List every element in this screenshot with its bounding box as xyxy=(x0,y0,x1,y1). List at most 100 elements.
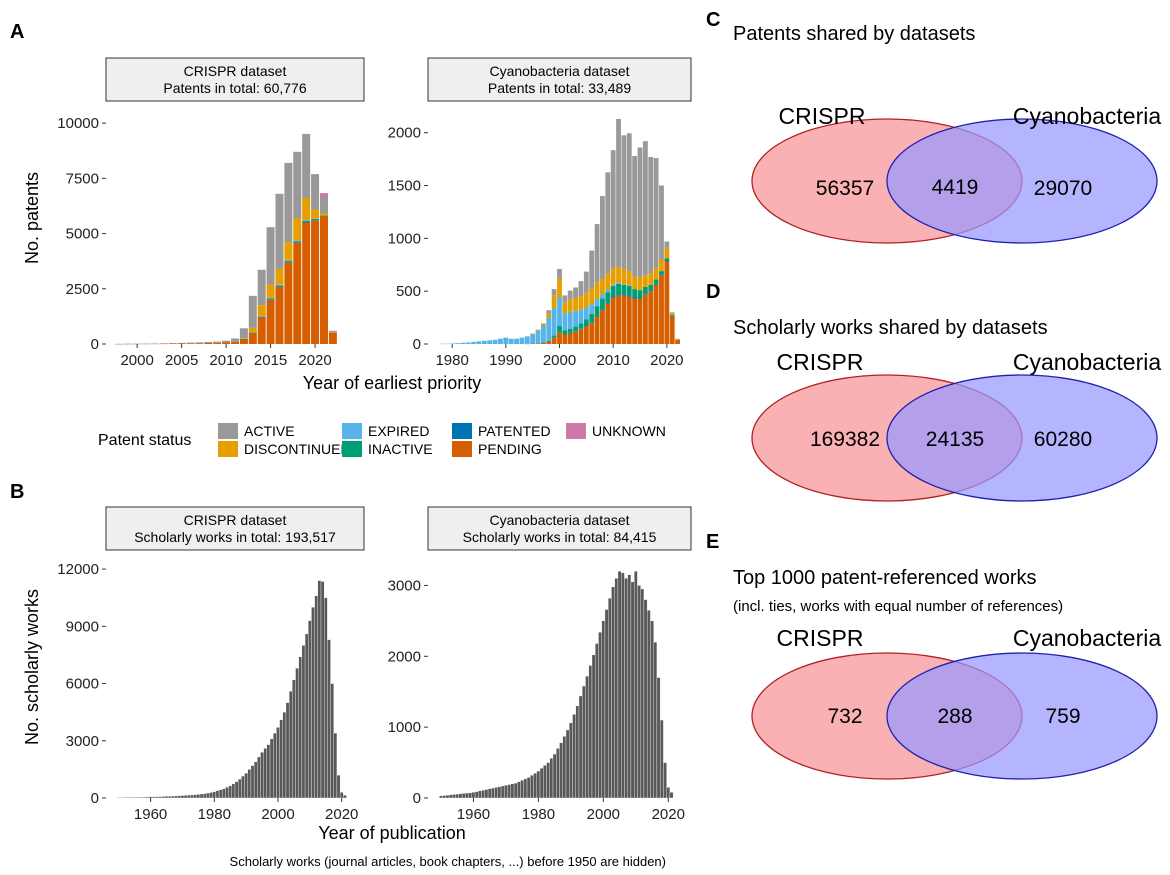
bar-segment-active xyxy=(328,331,337,333)
bar-segment-active xyxy=(632,155,638,277)
panel-letter-b: B xyxy=(10,481,24,503)
bar-segment-active xyxy=(204,342,213,344)
histogram-bar xyxy=(575,705,580,799)
bar-segment-active xyxy=(257,269,266,306)
y-tick-label: 10000 xyxy=(57,115,99,132)
bar-segment-active xyxy=(621,135,627,269)
bar-segment-discontinued xyxy=(257,305,266,317)
facet-strip-total: Patents in total: 60,776 xyxy=(163,80,306,96)
venn-left-label: CRISPR xyxy=(777,349,864,375)
bar-segment-discontinued xyxy=(573,298,579,311)
histogram-bar xyxy=(650,620,654,799)
histogram-bar xyxy=(158,796,162,799)
bar-segment-active xyxy=(594,224,600,283)
bar-segment-expired xyxy=(540,325,546,343)
histogram-bar xyxy=(611,586,615,799)
histogram-bar xyxy=(608,598,612,799)
histogram-bar xyxy=(646,610,651,799)
bar-segment-discontinued xyxy=(311,209,320,219)
panel-letter-c: C xyxy=(706,9,720,31)
bar-segment-inactive xyxy=(293,241,302,242)
histogram-bar xyxy=(330,683,334,799)
legend-label-pending: PENDING xyxy=(478,441,542,457)
x-tick-label: 2000 xyxy=(587,806,620,823)
bar-segment-pending xyxy=(637,298,643,344)
histogram-bar xyxy=(247,769,252,799)
bar-segment-discontinued xyxy=(266,284,275,298)
bar-segment-pending xyxy=(239,339,248,344)
histogram-bar xyxy=(308,620,312,799)
bar-segment-active xyxy=(605,172,611,274)
bar-segment-expired xyxy=(508,338,514,344)
bar-segment-active xyxy=(551,289,557,296)
patents-y-axis-title: No. patents xyxy=(22,172,42,264)
bar-segment-expired xyxy=(498,338,503,344)
bar-segment-expired xyxy=(514,338,519,344)
bar-segment-inactive xyxy=(275,285,284,286)
histogram-bar xyxy=(530,775,534,799)
histogram-bar xyxy=(120,797,124,799)
bar-segment-pending xyxy=(669,316,675,344)
panel-letter-e: E xyxy=(706,531,719,553)
y-tick-label: 0 xyxy=(91,336,99,353)
bar-segment-active xyxy=(675,338,680,340)
histogram-bar xyxy=(202,793,207,799)
venn-right-label: Cyanobacteria xyxy=(1013,625,1162,651)
bar-segment-pending xyxy=(573,331,579,344)
histogram-bar xyxy=(218,789,223,799)
histogram-bar xyxy=(301,645,306,799)
bar-segment-expired xyxy=(266,297,275,299)
histogram-bar xyxy=(215,790,220,799)
bar-segment-patented xyxy=(275,285,284,287)
histogram-bar xyxy=(190,794,194,799)
legend-swatch-unknown xyxy=(566,423,586,439)
x-tick-label: 2000 xyxy=(261,806,294,823)
bar-segment-pending xyxy=(535,343,541,344)
legend-title: Patent status xyxy=(98,432,191,449)
works-x-axis-title: Year of publication xyxy=(318,823,465,843)
bar-segment-discontinued xyxy=(637,277,643,291)
histogram-bar xyxy=(653,641,658,799)
histogram-bar xyxy=(458,793,463,799)
bar-segment-active xyxy=(653,158,659,268)
histogram-bar xyxy=(339,792,344,799)
bar-segment-active xyxy=(195,342,204,344)
bar-segment-active xyxy=(222,340,231,343)
bar-segment-active xyxy=(546,310,552,314)
bar-segment-discontinued xyxy=(621,268,627,285)
bar-segment-patented xyxy=(311,219,320,221)
bar-segment-pending xyxy=(302,222,311,344)
x-tick-label: 2010 xyxy=(209,352,242,369)
bar-segment-inactive xyxy=(583,319,589,326)
bar-segment-inactive xyxy=(653,279,659,284)
bar-segment-expired xyxy=(481,340,487,344)
y-tick-label: 3000 xyxy=(66,733,99,750)
histogram-bar xyxy=(116,797,121,799)
facet-strip xyxy=(427,506,692,551)
bar-segment-expired xyxy=(589,304,595,314)
bar-segment-active xyxy=(177,342,186,344)
histogram-bar xyxy=(314,595,318,799)
histogram-bar xyxy=(569,722,573,799)
y-tick-label: 2000 xyxy=(388,125,421,142)
bar-segment-inactive xyxy=(600,298,605,310)
histogram-bar xyxy=(250,765,255,799)
histogram-bar xyxy=(510,783,515,799)
legend-label-active: ACTIVE xyxy=(244,423,295,439)
venn-patents: Patents shared by datasets CRISPR Cyanob… xyxy=(733,23,1161,244)
bar-segment-expired xyxy=(557,297,562,327)
bar-segment-discontinued xyxy=(664,247,670,259)
bar-segment-expired xyxy=(449,343,455,344)
histogram-bar xyxy=(187,794,191,799)
bar-segment-pending xyxy=(594,316,600,344)
histogram-bar xyxy=(155,796,159,799)
legend-swatch-pending xyxy=(452,441,472,457)
bar-segment-inactive xyxy=(578,323,584,329)
histogram-bar xyxy=(136,796,140,799)
histogram-bar xyxy=(148,796,153,799)
bar-segment-inactive xyxy=(551,335,557,338)
histogram-bar xyxy=(161,796,166,799)
y-tick-label: 5000 xyxy=(66,226,99,243)
panel-letter-a: A xyxy=(10,21,24,43)
